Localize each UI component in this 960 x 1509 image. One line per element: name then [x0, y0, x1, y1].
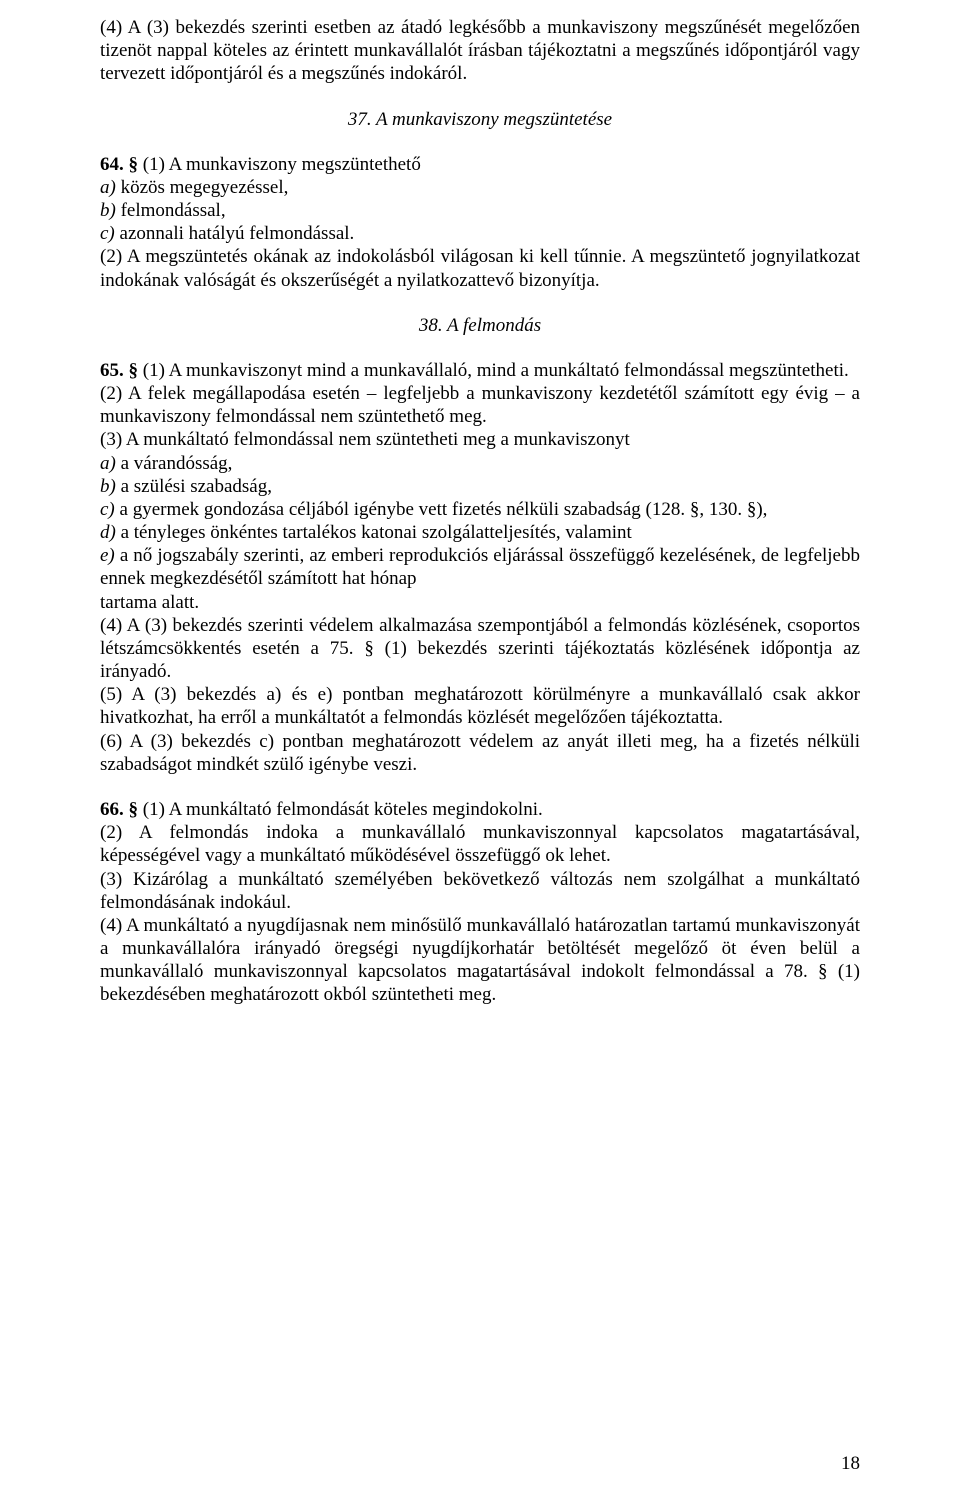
- item-65-3-c: c) a gyermek gondozása céljából igénybe …: [100, 498, 860, 521]
- list-letter: b): [100, 476, 121, 497]
- section-65-5: (5) A (3) bekezdés a) és e) pontban megh…: [100, 683, 860, 729]
- section-66-4: (4) A munkáltató a nyugdíjasnak nem minő…: [100, 914, 860, 1007]
- section-number-66: 66. §: [100, 799, 143, 820]
- section-64-1-text: (1) A munkaviszony megszüntethető: [143, 154, 421, 175]
- section-66-3: (3) Kizárólag a munkáltató személyében b…: [100, 868, 860, 914]
- list-text: felmondással,: [121, 200, 226, 221]
- page-container: (4) A (3) bekezdés szerinti esetben az á…: [0, 0, 960, 1509]
- list-text: a nő jogszabály szerinti, az emberi repr…: [100, 545, 860, 589]
- list-letter: e): [100, 545, 120, 566]
- list-text: a szülési szabadság,: [121, 476, 272, 497]
- section-heading-38: 38. A felmondás: [100, 314, 860, 337]
- spacer: [100, 776, 860, 798]
- list-letter: a): [100, 453, 121, 474]
- section-66-1-text: (1) A munkáltató felmondását köteles meg…: [143, 799, 543, 820]
- paragraph-4-1: (4) A (3) bekezdés szerinti esetben az á…: [100, 16, 860, 86]
- item-64-1-b: b) felmondással,: [100, 199, 860, 222]
- section-65-1: 65. § (1) A munkaviszonyt mind a munkavá…: [100, 359, 860, 382]
- section-64-1: 64. § (1) A munkaviszony megszüntethető: [100, 153, 860, 176]
- spacer: [100, 131, 860, 153]
- page-number: 18: [841, 1452, 860, 1475]
- list-letter: a): [100, 177, 121, 198]
- list-letter: b): [100, 200, 121, 221]
- list-text: közös megegyezéssel,: [121, 177, 289, 198]
- section-65-3: (3) A munkáltató felmondással nem szünte…: [100, 428, 860, 451]
- section-65-3-tail: tartama alatt.: [100, 591, 860, 614]
- spacer: [100, 86, 860, 108]
- section-65-1-text: (1) A munkaviszonyt mind a munkavállaló,…: [143, 360, 849, 381]
- section-number-65: 65. §: [100, 360, 143, 381]
- list-text: a gyermek gondozása céljából igénybe vet…: [120, 499, 768, 520]
- list-text: a várandósság,: [121, 453, 233, 474]
- item-64-1-c: c) azonnali hatályú felmondással.: [100, 222, 860, 245]
- item-65-3-a: a) a várandósság,: [100, 452, 860, 475]
- item-65-3-e: e) a nő jogszabály szerinti, az emberi r…: [100, 544, 860, 590]
- section-65-2: (2) A felek megállapodása esetén – legfe…: [100, 382, 860, 428]
- section-66-2: (2) A felmondás indoka a munkavállaló mu…: [100, 821, 860, 867]
- list-text: azonnali hatályú felmondással.: [120, 223, 355, 244]
- spacer: [100, 337, 860, 359]
- section-65-4: (4) A (3) bekezdés szerinti védelem alka…: [100, 614, 860, 684]
- list-text: a tényleges önkéntes tartalékos katonai …: [121, 522, 632, 543]
- list-letter: c): [100, 499, 120, 520]
- item-64-1-a: a) közös megegyezéssel,: [100, 176, 860, 199]
- item-65-3-b: b) a szülési szabadság,: [100, 475, 860, 498]
- spacer: [100, 292, 860, 314]
- list-letter: c): [100, 223, 120, 244]
- section-65-6: (6) A (3) bekezdés c) pontban meghatároz…: [100, 730, 860, 776]
- section-number-64: 64. §: [100, 154, 143, 175]
- list-letter: d): [100, 522, 121, 543]
- section-66-1: 66. § (1) A munkáltató felmondását kötel…: [100, 798, 860, 821]
- item-65-3-d: d) a tényleges önkéntes tartalékos katon…: [100, 521, 860, 544]
- section-64-2: (2) A megszüntetés okának az indokolásbó…: [100, 245, 860, 291]
- section-heading-37: 37. A munkaviszony megszüntetése: [100, 108, 860, 131]
